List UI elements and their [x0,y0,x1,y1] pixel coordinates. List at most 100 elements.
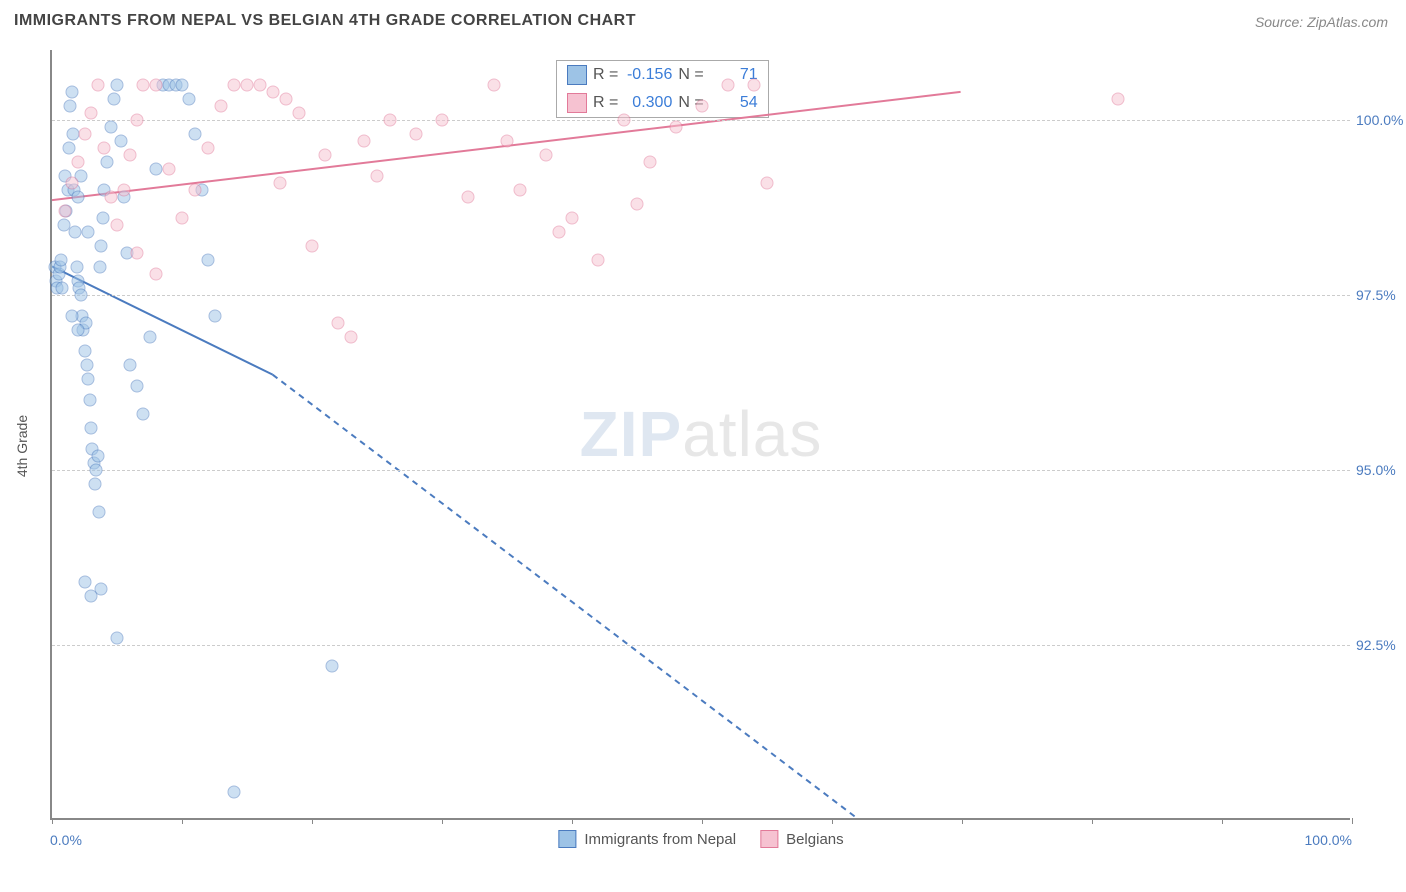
data-point [228,786,241,799]
data-point [150,268,163,281]
data-point [371,170,384,183]
data-point [761,177,774,190]
data-point [189,184,202,197]
data-point [55,254,68,267]
data-point [56,282,69,295]
data-point [130,114,143,127]
stats-n-label: N = [678,66,703,84]
data-point [696,100,709,113]
data-point [82,373,95,386]
stats-r-value-nepal: -0.156 [624,66,672,84]
stats-swatch-belgians [567,93,587,113]
data-point [104,121,117,134]
data-point [215,100,228,113]
data-point [501,135,514,148]
data-point [85,107,98,120]
data-point [540,149,553,162]
data-point [95,583,108,596]
x-axis-min-label: 0.0% [50,832,82,848]
data-point [78,345,91,358]
data-point [241,79,254,92]
data-point [124,359,137,372]
data-point [332,317,345,330]
data-point [150,79,163,92]
data-point [130,247,143,260]
data-point [117,184,130,197]
data-point [345,331,358,344]
x-tick [832,818,833,824]
y-tick-label: 100.0% [1356,112,1406,128]
data-point [228,79,241,92]
regression-lines [52,50,1350,818]
legend-item-belgians: Belgians [760,830,844,848]
data-point [111,219,124,232]
data-point [176,212,189,225]
data-point [108,93,121,106]
x-tick [962,818,963,824]
y-tick-label: 92.5% [1356,637,1406,653]
x-tick [1222,818,1223,824]
data-point [130,380,143,393]
stats-r-label: R = [593,94,618,112]
data-point [91,450,104,463]
data-point [189,128,202,141]
data-point [124,149,137,162]
data-point [59,205,72,218]
chart-container: IMMIGRANTS FROM NEPAL VS BELGIAN 4TH GRA… [0,0,1406,892]
stats-n-value-belgians: 54 [710,94,758,112]
x-tick [182,818,183,824]
data-point [90,464,103,477]
x-tick [1092,818,1093,824]
stats-r-label: R = [593,66,618,84]
x-tick [572,818,573,824]
data-point [82,226,95,239]
source-attribution: Source: ZipAtlas.com [1255,14,1388,30]
stats-box: R = -0.156 N = 71 R = 0.300 N = 54 [556,60,769,118]
data-point [72,156,85,169]
data-point [137,79,150,92]
data-point [111,632,124,645]
data-point [670,121,683,134]
data-point [163,163,176,176]
data-point [722,79,735,92]
data-point [566,212,579,225]
data-point [319,149,332,162]
gridline [52,120,1350,121]
x-tick [442,818,443,824]
data-point [65,177,78,190]
data-point [384,114,397,127]
stats-row-nepal: R = -0.156 N = 71 [557,61,768,89]
data-point [64,100,77,113]
data-point [85,422,98,435]
data-point [95,240,108,253]
data-point [62,142,75,155]
data-point [254,79,267,92]
data-point [1112,93,1125,106]
data-point [96,212,109,225]
data-point [143,331,156,344]
data-point [111,79,124,92]
chart-title: IMMIGRANTS FROM NEPAL VS BELGIAN 4TH GRA… [14,12,636,30]
data-point [306,240,319,253]
data-point [592,254,605,267]
data-point [208,310,221,323]
y-tick-label: 97.5% [1356,287,1406,303]
data-point [202,142,215,155]
data-point [92,506,105,519]
legend: Immigrants from Nepal Belgians [558,830,843,848]
data-point [72,191,85,204]
data-point [267,86,280,99]
data-point [748,79,761,92]
data-point [293,107,306,120]
gridline [52,295,1350,296]
data-point [488,79,501,92]
data-point [202,254,215,267]
data-point [644,156,657,169]
data-point [436,114,449,127]
data-point [618,114,631,127]
x-tick [702,818,703,824]
x-tick [312,818,313,824]
data-point [81,359,94,372]
watermark-part2: atlas [682,398,822,470]
data-point [70,261,83,274]
